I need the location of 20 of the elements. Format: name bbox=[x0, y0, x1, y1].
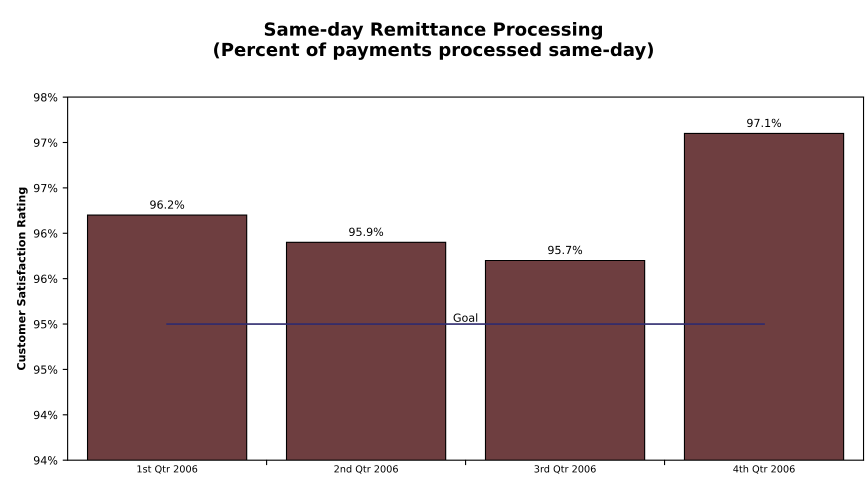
data-label: 95.7% bbox=[548, 246, 582, 254]
y-tick-label: 94% bbox=[34, 410, 58, 420]
y-axis-title: Customer Satisfaction Rating bbox=[16, 188, 28, 370]
data-label: 95.9% bbox=[349, 228, 384, 236]
y-tick-label: 96% bbox=[34, 274, 58, 284]
y-tick-label: 97% bbox=[34, 138, 58, 147]
x-tick-label: 4th Qtr 2006 bbox=[733, 465, 795, 474]
data-label: 97.1% bbox=[747, 118, 782, 128]
y-tick-label: 97% bbox=[34, 184, 58, 192]
x-tick-label: 2nd Qtr 2006 bbox=[334, 465, 398, 474]
y-tick-label: 95% bbox=[34, 365, 58, 374]
series-label: Goal bbox=[454, 313, 478, 322]
y-tick-label: 96% bbox=[34, 229, 58, 238]
y-tick-label: 94% bbox=[34, 456, 58, 465]
x-tick-label: 3rd Qtr 2006 bbox=[534, 465, 596, 474]
chart-title: Same-day Remittance Processing (Percent of payments processed same-day) bbox=[214, 22, 653, 60]
y-tick-label: 95% bbox=[34, 320, 58, 328]
data-label: 96.2% bbox=[150, 200, 184, 209]
x-tick-label: 1st Qtr 2006 bbox=[137, 465, 198, 474]
y-tick-label: 98% bbox=[34, 93, 58, 102]
